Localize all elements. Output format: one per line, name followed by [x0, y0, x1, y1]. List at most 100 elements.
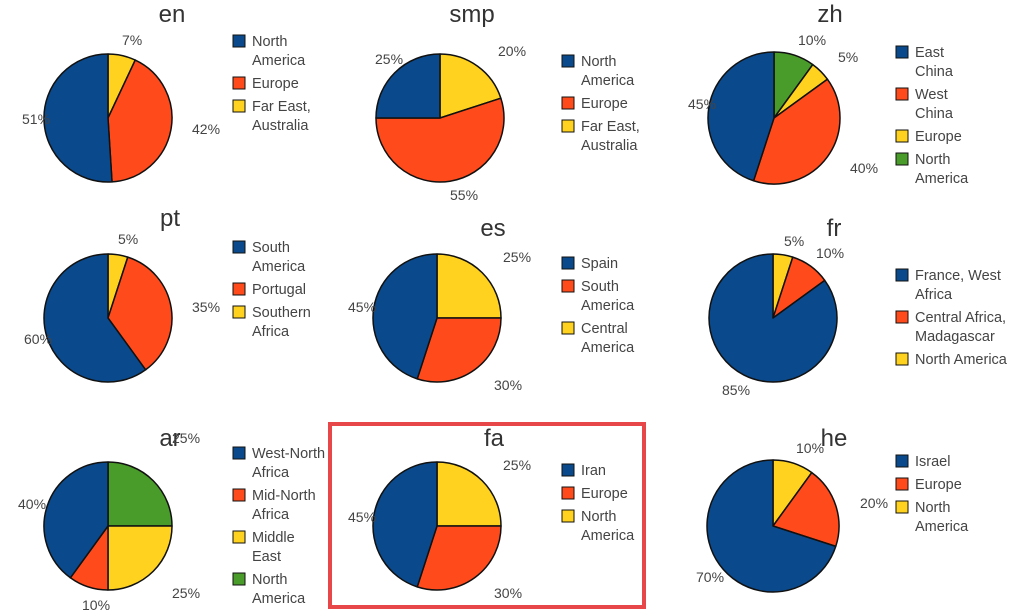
- legend-label-zh-1: China: [915, 106, 954, 122]
- pie-chart-es: es 45% 30% 25% Spain South America Central Ameri…: [348, 215, 635, 393]
- legend-label-he-2: North: [915, 500, 950, 516]
- chart-title-ar: ar: [159, 425, 180, 452]
- legend-swatch-fr-0: [895, 268, 909, 282]
- legend-swatch-he-0: [895, 454, 909, 468]
- legend-label-fr-1: Central Africa,: [915, 310, 1006, 326]
- legend-label-he-1: Europe: [915, 477, 962, 493]
- chart-title-es: es: [480, 215, 505, 242]
- slice-label-fr-2: 5%: [784, 233, 804, 249]
- slice-label-es-0: 45%: [348, 299, 376, 315]
- legend-swatch-es-1: [561, 279, 575, 293]
- pie-chart-pt: pt 60% 35% 5% South America Portugal Southern Af…: [24, 205, 311, 383]
- chart-title-zh: zh: [817, 1, 842, 28]
- pie-slice-en-0: [43, 53, 113, 183]
- slice-label-he-1: 20%: [860, 495, 888, 511]
- legend-label-ar-2: Middle: [252, 530, 295, 546]
- chart-title-smp: smp: [449, 1, 494, 28]
- slice-label-pt-2: 5%: [118, 231, 138, 247]
- legend-label-ar-1: Mid-North: [252, 488, 316, 504]
- legend-label-fa-2: America: [581, 528, 635, 544]
- legend-label-fr-1: Madagascar: [915, 329, 995, 345]
- pie-slice-ar-3: [107, 461, 173, 527]
- legend-swatch-fr-2: [895, 352, 909, 366]
- legend-label-smp-1: Europe: [581, 96, 628, 112]
- legend-swatch-zh-3: [895, 152, 909, 166]
- slice-label-zh-0: 45%: [688, 96, 716, 112]
- legend-label-he-0: Israel: [915, 454, 950, 470]
- legend-label-en-0: North: [252, 34, 287, 50]
- legend-swatch-pt-0: [232, 240, 246, 254]
- legend-label-zh-0: China: [915, 64, 954, 80]
- pie-slice-pt-0: [43, 253, 147, 383]
- pie-chart-zh: zh 45% 40% 5% 10% East China West China Europe Nor…: [688, 1, 969, 187]
- slice-label-fr-1: 10%: [816, 245, 844, 261]
- chart-title-fa: fa: [484, 425, 505, 452]
- legend-label-en-1: Europe: [252, 76, 299, 92]
- pie-chart-fa: fa 45% 30% 25% Iran Europe North America: [348, 425, 635, 601]
- slice-label-es-1: 30%: [494, 377, 522, 393]
- legend-label-en-2: Australia: [252, 118, 309, 134]
- slice-label-en-2: 7%: [122, 32, 142, 48]
- legend-label-smp-2: Australia: [581, 138, 638, 154]
- legend-swatch-pt-1: [232, 282, 246, 296]
- slice-label-pt-0: 60%: [24, 331, 52, 347]
- slice-label-smp-0: 25%: [375, 51, 403, 67]
- legend-swatch-smp-2: [561, 119, 575, 133]
- pie-slice-pt-1: [107, 256, 173, 371]
- legend-swatch-es-2: [561, 321, 575, 335]
- pie-slice-ar-0: [43, 461, 109, 579]
- legend-label-es-0: Spain: [581, 256, 618, 272]
- legend-swatch-fa-2: [561, 509, 575, 523]
- pie-slice-zh-0: [707, 51, 775, 182]
- legend-label-smp-2: Far East,: [581, 119, 640, 135]
- legend-swatch-he-2: [895, 500, 909, 514]
- slice-label-smp-1: 55%: [450, 187, 478, 203]
- legend-label-pt-0: South: [252, 240, 290, 256]
- legend-swatch-pt-2: [232, 305, 246, 319]
- legend-label-smp-0: North: [581, 54, 616, 70]
- legend-label-pt-2: Africa: [252, 324, 290, 340]
- legend-label-zh-2: Europe: [915, 129, 962, 145]
- slice-label-zh-2: 5%: [838, 49, 858, 65]
- legend-label-zh-3: America: [915, 171, 969, 187]
- legend-label-ar-3: America: [252, 591, 306, 607]
- pie-chart-smp: smp 25% 55% 20% North America Europe Far East, A…: [375, 1, 640, 203]
- pie-slice-zh-1: [752, 78, 841, 185]
- slice-label-pt-1: 35%: [192, 299, 220, 315]
- slice-label-ar-0: 40%: [18, 496, 46, 512]
- pie-chart-en: en 51% 42% 7% North America Europe Far East, Aus…: [22, 1, 311, 183]
- slice-label-he-0: 70%: [696, 569, 724, 585]
- legend-label-zh-3: North: [915, 152, 950, 168]
- legend-label-pt-2: Southern: [252, 305, 311, 321]
- legend-label-ar-2: East: [252, 549, 281, 565]
- legend-swatch-smp-0: [561, 54, 575, 68]
- slice-label-ar-3: 25%: [172, 430, 200, 446]
- chart-title-pt: pt: [160, 205, 180, 232]
- pie-slice-fr-0: [708, 253, 838, 383]
- legend-label-pt-1: Portugal: [252, 282, 306, 298]
- legend-label-smp-0: America: [581, 73, 635, 89]
- legend-swatch-he-1: [895, 477, 909, 491]
- legend-swatch-ar-1: [232, 488, 246, 502]
- legend-label-es-1: South: [581, 279, 619, 295]
- pie-chart-fr: fr 85% 10% 5% France, West Africa Central Afri…: [708, 215, 1008, 398]
- legend-label-ar-0: West-North: [252, 446, 325, 462]
- slice-label-he-2: 10%: [796, 440, 824, 456]
- legend-swatch-es-0: [561, 256, 575, 270]
- legend-swatch-ar-3: [232, 572, 246, 586]
- chart-title-en: en: [159, 1, 186, 28]
- legend-label-es-2: Central: [581, 321, 628, 337]
- pie-slice-ar-2: [107, 525, 173, 591]
- pie-chart-ar: ar 40% 10% 25% 25% West-North Africa Mid-North A…: [18, 425, 325, 613]
- legend-label-fr-0: France, West: [915, 268, 1001, 284]
- legend-swatch-zh-2: [895, 129, 909, 143]
- chart-title-fr: fr: [827, 215, 842, 242]
- pie-slice-fa-0: [372, 461, 438, 588]
- pie-slice-he-0: [706, 459, 837, 593]
- slice-label-en-0: 51%: [22, 111, 50, 127]
- legend-swatch-en-1: [232, 76, 246, 90]
- slice-label-fr-0: 85%: [722, 382, 750, 398]
- pie-slice-fa-2: [436, 461, 502, 527]
- pie-slice-he-1: [772, 471, 840, 548]
- legend-label-es-1: America: [581, 298, 635, 314]
